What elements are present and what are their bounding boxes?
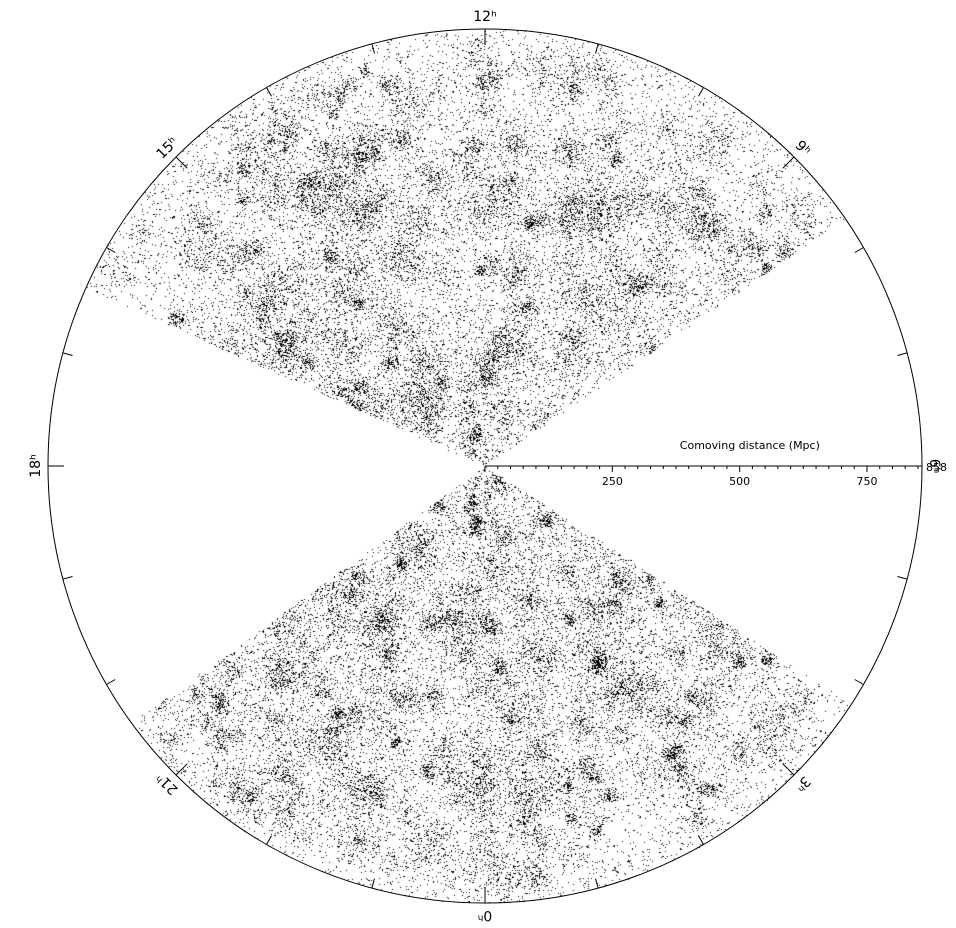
- ra-label-3h: 3ʰ: [792, 773, 814, 795]
- distance-axis-max-label: 858: [926, 461, 947, 474]
- ra-tick-9h: [782, 156, 795, 169]
- ra-tick-13h: [371, 43, 375, 54]
- ra-tick-16h: [106, 247, 116, 253]
- ra-tick-14h: [266, 87, 272, 97]
- ra-tick-19h: [62, 576, 73, 580]
- ra-label-12h: 12ʰ: [473, 9, 496, 25]
- distance-axis: Comoving distance (Mpc) 858 250 500 750: [484, 439, 947, 488]
- ra-label-18h: 18ʰ: [28, 454, 44, 477]
- ra-label-0h: 0ʰ: [478, 907, 493, 923]
- ra-label-9h: 9ʰ: [792, 138, 814, 160]
- ra-tick-2h: [698, 835, 704, 845]
- distance-tick-label-250: 250: [602, 475, 623, 488]
- distance-tick-label-500: 500: [729, 475, 750, 488]
- ra-tick-3h: [782, 763, 795, 776]
- ra-tick-20h: [106, 679, 116, 685]
- ra-tick-23h: [371, 878, 375, 889]
- ra-tick-7h: [897, 352, 908, 356]
- ra-tick-22h: [266, 835, 272, 845]
- distance-axis-title: Comoving distance (Mpc): [680, 439, 820, 452]
- ra-tick-5h: [897, 576, 908, 580]
- distance-tick-label-750: 750: [856, 475, 877, 488]
- ra-label-6h: 6ʰ: [926, 459, 942, 474]
- ra-tick-15h: [175, 156, 188, 169]
- ra-tick-8h: [854, 247, 864, 253]
- ra-tick-1h: [595, 878, 599, 889]
- ra-tick-21h: [175, 763, 188, 776]
- ra-tick-11h: [595, 43, 599, 54]
- ra-tick-10h: [698, 87, 704, 97]
- ra-tick-4h: [854, 679, 864, 685]
- ra-tick-17h: [62, 352, 73, 356]
